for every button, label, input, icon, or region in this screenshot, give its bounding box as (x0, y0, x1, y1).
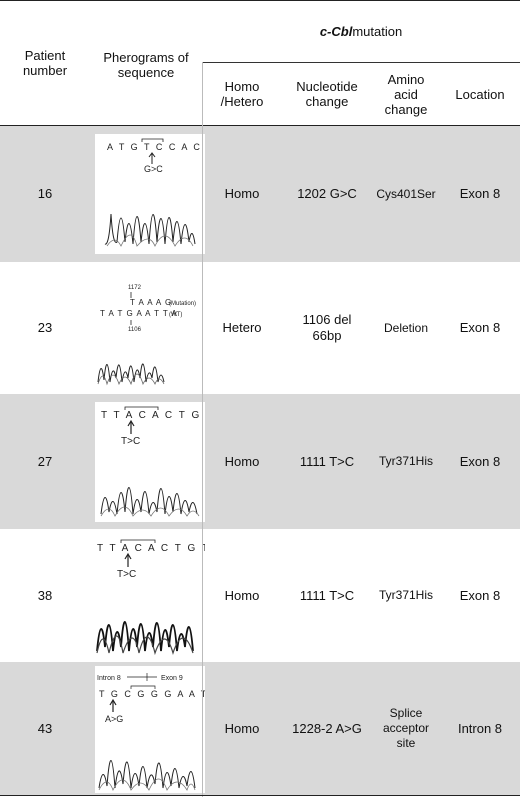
location: Exon 8 (459, 453, 501, 469)
header-patient-number: Patient number (22, 47, 68, 78)
mutation-label: G>C (144, 164, 163, 174)
top-rule (0, 0, 520, 1)
location: Exon 8 (459, 587, 501, 603)
header-amino-acid-change: Amino acid change (384, 71, 428, 117)
patient-number: 43 (37, 720, 53, 736)
table-row: 27 T T A C A C T G T T>C Homo 1111 T>C T… (0, 394, 520, 529)
zygosity: Homo (224, 720, 260, 736)
mutation-label: T>C (121, 436, 140, 447)
nucleotide-change: 1106 del 66bp (302, 312, 352, 343)
header-pherograms: Pherograms of sequence (103, 50, 189, 80)
mutant-label: (Mutation) (169, 301, 196, 307)
location: Exon 8 (459, 320, 501, 335)
sequence-text: A T G T C C A C A (107, 142, 205, 152)
header-gene-name: c-Cbl (319, 23, 353, 39)
zygosity: Homo (224, 587, 260, 603)
amino-acid-change: Deletion (383, 320, 429, 335)
header-nucleotide-change: Nucleotide change (296, 79, 358, 109)
sequence-text: T T A C A C T G T (97, 543, 205, 554)
table-row: 23 1172 T A A A G (Mutation) T A T G A A… (0, 262, 520, 394)
location: Intron 8 (457, 720, 503, 736)
amino-acid-change: Splice acceptor site (383, 706, 430, 750)
wildtype-label: (WT) (169, 312, 182, 318)
patient-number: 23 (37, 320, 53, 335)
bottom-rule (0, 795, 520, 796)
wildtype-sequence: T A T G A A T T A (100, 309, 178, 318)
zygosity: Homo (224, 186, 260, 201)
group-rule (202, 62, 520, 63)
mutation-label: A>G (105, 714, 123, 724)
header-mutation-group: c-Cbl mutation (202, 0, 520, 62)
header-mutation-word: mutation (352, 23, 403, 39)
table-row: 43 Intron 8 Exon 9 T G C G G G A A T A>G… (0, 662, 520, 795)
pherogram-chart: T T A C A C T G T T>C (95, 535, 205, 657)
nucleotide-change: 1111 T>C (299, 587, 355, 603)
sequence-text: T G C G G G A A T (99, 689, 205, 699)
pherogram-chart: Intron 8 Exon 9 T G C G G G A A T A>G (95, 666, 205, 793)
patient-number: 38 (37, 587, 53, 603)
header-rule (0, 125, 520, 126)
location: Exon 8 (459, 186, 501, 201)
position-number: 1172 (128, 285, 142, 291)
patient-number: 27 (37, 453, 53, 469)
pherogram-chart: A T G T C C A C A G>C (95, 134, 205, 254)
zygosity: Hetero (222, 320, 262, 335)
amino-acid-change: Tyr371His (378, 588, 434, 602)
pherogram-chart: T T A C A C T G T T>C (95, 402, 205, 522)
amino-acid-change: Cys401Ser (376, 186, 436, 201)
amino-acid-change: Tyr371His (378, 454, 434, 468)
mutant-sequence: T A A A G (130, 298, 172, 307)
sequence-text: T T A C A C T G T (101, 410, 205, 421)
patient-number: 16 (37, 186, 53, 201)
nucleotide-change: 1111 T>C (299, 453, 355, 469)
column-divider (202, 62, 203, 797)
exon-label: Exon 9 (161, 675, 183, 682)
header-homo-hetero: Homo /Hetero (220, 79, 264, 109)
mutation-label: T>C (117, 569, 136, 580)
nucleotide-change: 1228-2 A>G (292, 720, 362, 736)
table-row: 16 A T G T C C A C A G>C Homo 1202 G>C C… (0, 126, 520, 262)
header-location: Location (455, 86, 505, 102)
nucleotide-change: 1202 G>C (297, 186, 357, 201)
zygosity: Homo (224, 453, 260, 469)
pherogram-chart: 1172 T A A A G (Mutation) T A T G A A T … (95, 278, 205, 388)
position-number: 1106 (128, 327, 142, 333)
intron-label: Intron 8 (97, 675, 121, 682)
table-row: 38 T T A C A C T G T T>C Homo 1111 T>C T… (0, 529, 520, 662)
